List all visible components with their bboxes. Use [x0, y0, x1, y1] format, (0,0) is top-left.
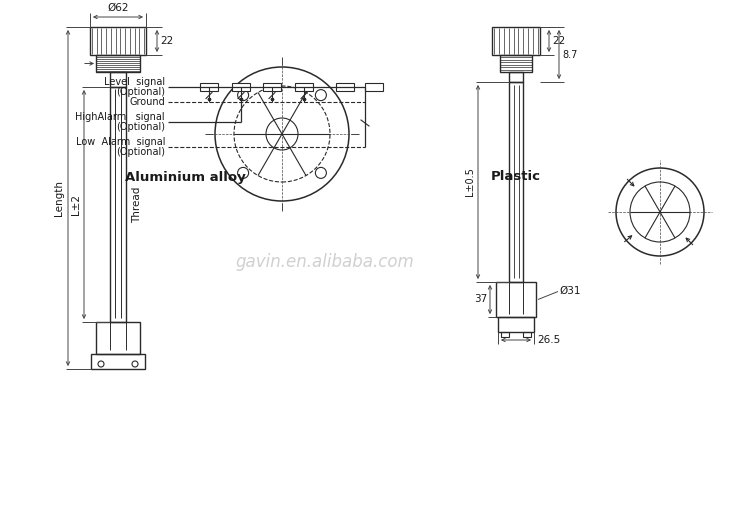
Bar — [200, 83, 218, 91]
Text: 22: 22 — [160, 36, 173, 46]
Text: L±2: L±2 — [71, 194, 81, 215]
Bar — [500, 55, 532, 72]
Text: (Optional): (Optional) — [116, 122, 165, 132]
Text: 26.5: 26.5 — [537, 335, 560, 345]
Bar — [96, 55, 140, 72]
Text: (Optional): (Optional) — [116, 87, 165, 97]
Text: Aluminium alloy: Aluminium alloy — [124, 171, 245, 184]
Bar — [523, 332, 531, 337]
Bar — [295, 83, 313, 91]
Text: Level  signal: Level signal — [104, 77, 165, 87]
Text: Ø31: Ø31 — [559, 285, 580, 296]
Bar — [91, 354, 145, 369]
Text: Length: Length — [54, 180, 64, 216]
Bar — [509, 82, 523, 282]
Bar — [336, 83, 354, 91]
Bar — [501, 332, 509, 337]
Bar — [96, 322, 140, 354]
Text: Low  Alarm  signal: Low Alarm signal — [76, 137, 165, 147]
Text: Ground: Ground — [129, 97, 165, 107]
Bar — [263, 83, 281, 91]
Bar — [509, 72, 523, 82]
Bar — [110, 72, 126, 87]
Bar — [365, 83, 383, 91]
Text: 37: 37 — [474, 295, 487, 305]
Bar — [90, 27, 146, 55]
Bar — [110, 87, 126, 322]
Text: (Optional): (Optional) — [116, 147, 165, 157]
Bar — [498, 317, 534, 332]
Text: Plastic: Plastic — [491, 171, 541, 184]
Text: Thread: Thread — [132, 186, 142, 223]
Text: 22: 22 — [552, 36, 566, 46]
Bar — [492, 27, 540, 55]
Text: HighAlarm   signal: HighAlarm signal — [75, 112, 165, 122]
Text: 8.7: 8.7 — [562, 50, 578, 59]
Text: gavin.en.alibaba.com: gavin.en.alibaba.com — [236, 253, 414, 271]
Text: L±0.5: L±0.5 — [465, 168, 475, 196]
Bar — [232, 83, 250, 91]
Bar — [496, 282, 536, 317]
Text: Ø62: Ø62 — [107, 3, 129, 13]
